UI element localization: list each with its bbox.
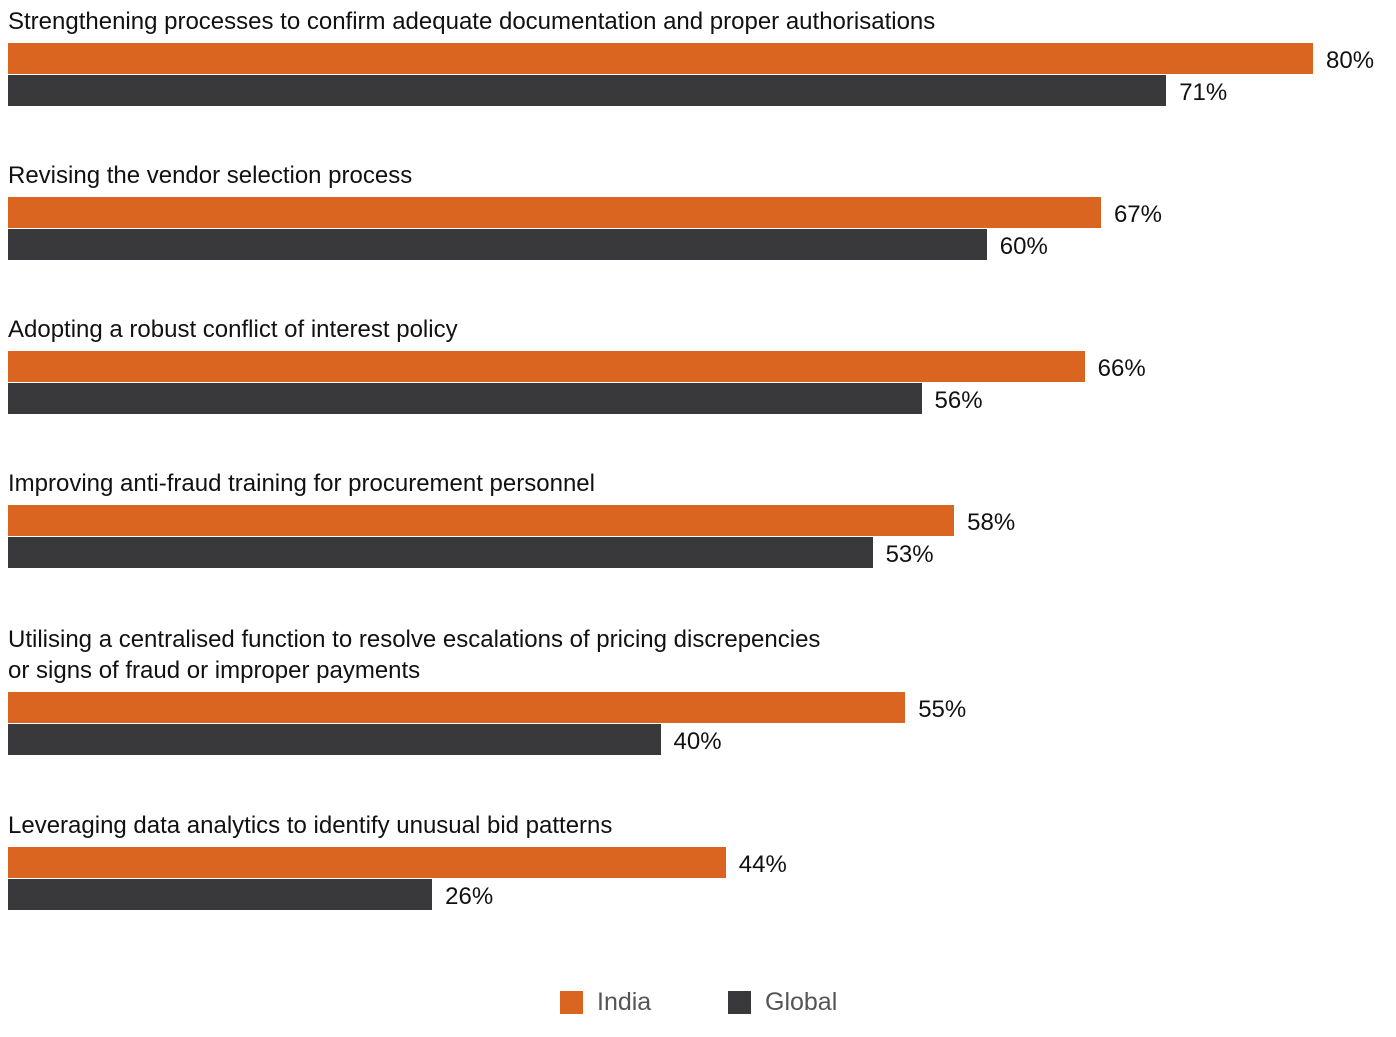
bar-global [8, 724, 661, 755]
data-label-india: 55% [918, 696, 967, 723]
category-label: Revising the vendor selection process [8, 162, 413, 189]
category-label: Utilising a centralised function to reso… [8, 626, 821, 684]
bar-global [8, 229, 987, 260]
bar-india [8, 351, 1085, 382]
bar-global [8, 75, 1167, 106]
legend-swatch-india [560, 991, 583, 1014]
bar-global [8, 383, 922, 414]
legend-swatch-global [728, 991, 751, 1014]
bar-india [8, 43, 1313, 74]
data-label-global: 71% [1179, 79, 1228, 106]
data-label-india: 80% [1326, 47, 1375, 74]
bar-global [8, 537, 873, 568]
data-label-global: 56% [934, 387, 983, 414]
data-label-india: 44% [738, 851, 787, 878]
data-label-global: 26% [445, 883, 494, 910]
category-label: Strengthening processes to confirm adequ… [8, 8, 936, 35]
category-label: Improving anti-fraud training for procur… [8, 470, 595, 497]
data-label-india: 66% [1097, 355, 1146, 382]
data-label-india: 67% [1113, 201, 1162, 228]
data-label-global: 40% [673, 728, 722, 755]
legend-label-global: Global [765, 988, 838, 1016]
bar-global [8, 879, 433, 910]
category-label: Leveraging data analytics to identify un… [8, 812, 613, 839]
data-label-global: 53% [885, 541, 934, 568]
bar-india [8, 847, 726, 878]
bar-india [8, 505, 955, 536]
data-label-global: 60% [999, 233, 1048, 260]
legend-item-global: Global [728, 988, 837, 1017]
legend-item-india: India [560, 988, 651, 1017]
bar-india [8, 197, 1101, 228]
bar-india [8, 692, 906, 723]
data-label-india: 58% [967, 509, 1016, 536]
legend-label-india: India [597, 988, 652, 1016]
category-label: Adopting a robust conflict of interest p… [8, 316, 458, 343]
